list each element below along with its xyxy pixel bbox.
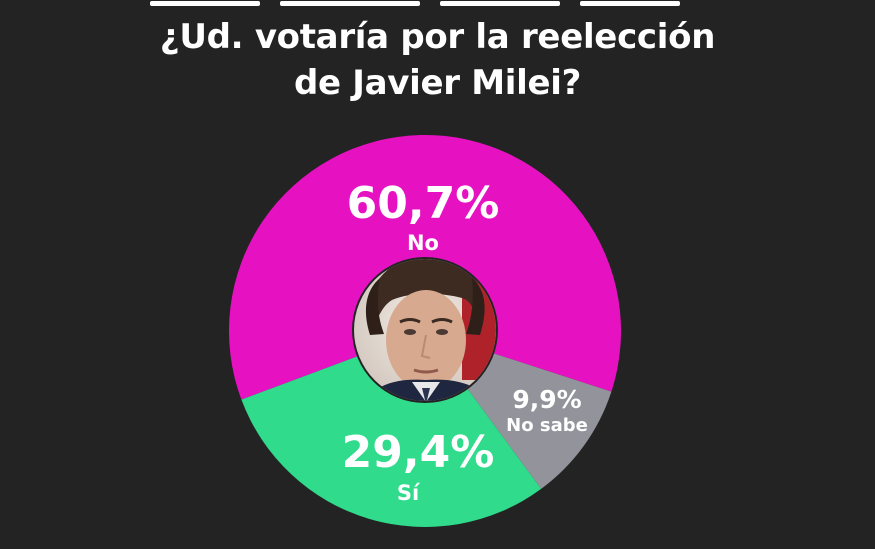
slice-value-si: 29,4% [342,427,495,478]
cropped-text-bar [580,1,680,6]
slice-label-no-sabe: No sabe [506,415,588,436]
cropped-text-bar [280,1,420,6]
chart-title-line-2: de Javier Milei? [293,63,582,103]
slice-label-no: No [407,231,439,255]
slice-label-si: Sí [397,481,421,505]
slice-si [241,331,542,527]
chart-title: ¿Ud. votaría por la reelección de Javier… [0,14,875,106]
slice-value-no: 60,7% [347,178,500,229]
cropped-title-fragment [130,0,750,6]
portrait-photo-icon [352,257,498,403]
cropped-text-bar [150,1,260,6]
cropped-text-bar [440,1,560,6]
donut-labels: 60,7% No 9,9% No sabe 29,4% Sí [342,178,588,505]
slice-value-no-sabe: 9,9% [512,385,581,414]
chart-title-line-1: ¿Ud. votaría por la reelección [159,17,716,57]
